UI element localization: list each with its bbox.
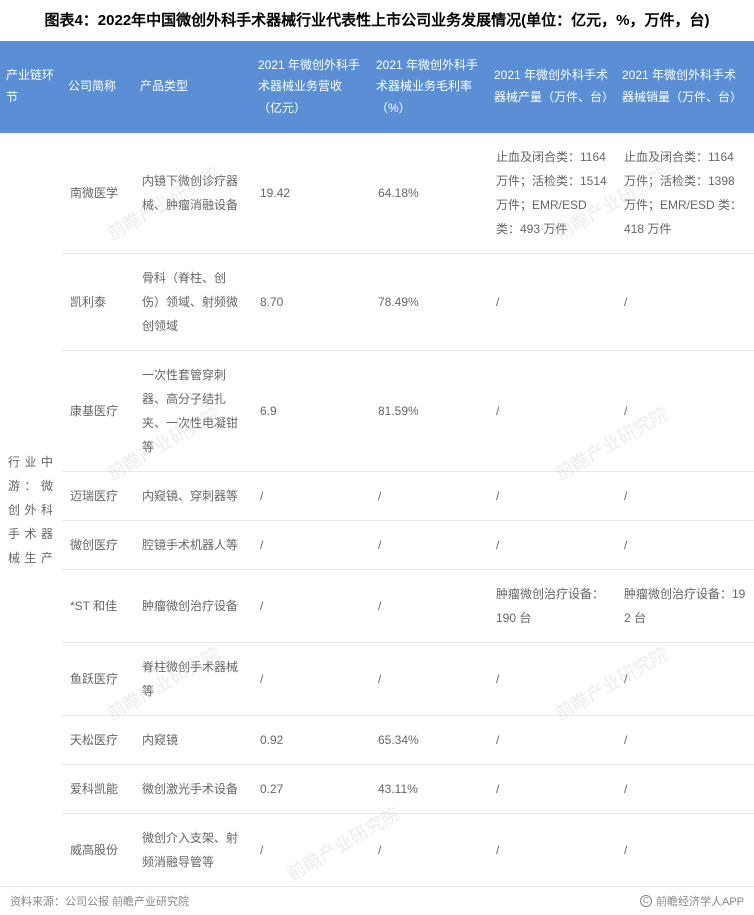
cell-product: 脊柱微创手术器械等: [134, 643, 252, 716]
cell-company: 凯利泰: [62, 254, 134, 351]
table-row: 微创医疗腔镜手术机器人等////: [0, 521, 754, 570]
cell-sales: /: [616, 765, 754, 814]
cell-margin: 78.49%: [370, 254, 488, 351]
cell-revenue: /: [252, 814, 370, 887]
cell-company: 威高股份: [62, 814, 134, 887]
column-header: 产业链环节: [0, 41, 62, 134]
cell-sales: /: [616, 643, 754, 716]
copyright-text: 前瞻经济学人APP: [656, 893, 744, 909]
category-cell: 行业中游：微创外科手术器械生产: [0, 133, 62, 887]
cell-margin: /: [370, 570, 488, 643]
table-header-row: 产业链环节公司简称产品类型2021 年微创外科手术器械业务营收（亿元）2021 …: [0, 41, 754, 134]
table-row: *ST 和佳肿瘤微创治疗设备//肿瘤微创治疗设备：190 台肿瘤微创治疗设备：1…: [0, 570, 754, 643]
column-header: 2021 年微创外科手术器械销量（万件、台）: [616, 41, 754, 134]
cell-production: /: [488, 521, 616, 570]
cell-sales: 肿瘤微创治疗设备：192 台: [616, 570, 754, 643]
cell-revenue: /: [252, 472, 370, 521]
cell-revenue: /: [252, 521, 370, 570]
cell-sales: 止血及闭合类：1164 万件；活检类：1398 万件；EMR/ESD 类：418…: [616, 133, 754, 254]
cell-margin: 64.18%: [370, 133, 488, 254]
cell-revenue: /: [252, 643, 370, 716]
cell-company: 微创医疗: [62, 521, 134, 570]
cell-production: /: [488, 765, 616, 814]
cell-production: /: [488, 472, 616, 521]
cell-product: 内窥镜、穿刺器等: [134, 472, 252, 521]
cell-product: 骨科（脊柱、创伤）领域、射频微创领域: [134, 254, 252, 351]
cell-revenue: /: [252, 570, 370, 643]
cell-margin: /: [370, 521, 488, 570]
table-row: 天松医疗内窥镜0.9265.34%//: [0, 716, 754, 765]
cell-sales: /: [616, 351, 754, 472]
chart-title: 图表4：2022年中国微创外科手术器械行业代表性上市公司业务发展情况(单位：亿元…: [0, 0, 754, 41]
cell-production: /: [488, 351, 616, 472]
cell-sales: /: [616, 814, 754, 887]
table-row: 行业中游：微创外科手术器械生产南微医学内镜下微创诊疗器械、肿瘤消融设备19.42…: [0, 133, 754, 254]
cell-margin: /: [370, 643, 488, 716]
cell-product: 内窥镜: [134, 716, 252, 765]
cell-production: /: [488, 254, 616, 351]
cell-sales: /: [616, 521, 754, 570]
cell-product: 腔镜手术机器人等: [134, 521, 252, 570]
column-header: 2021 年微创外科手术器械产量（万件、台）: [488, 41, 616, 134]
cell-margin: 43.11%: [370, 765, 488, 814]
cell-margin: /: [370, 814, 488, 887]
cell-company: *ST 和佳: [62, 570, 134, 643]
table-body: 行业中游：微创外科手术器械生产南微医学内镜下微创诊疗器械、肿瘤消融设备19.42…: [0, 133, 754, 887]
cell-company: 鱼跃医疗: [62, 643, 134, 716]
cell-production: /: [488, 643, 616, 716]
column-header: 产品类型: [134, 41, 252, 134]
column-header: 公司简称: [62, 41, 134, 134]
cell-company: 爱科凯能: [62, 765, 134, 814]
footer: 资料来源：公司公报 前瞻产业研究院 C 前瞻经济学人APP: [0, 887, 754, 915]
table-row: 迈瑞医疗内窥镜、穿刺器等////: [0, 472, 754, 521]
cell-sales: /: [616, 254, 754, 351]
cell-sales: /: [616, 716, 754, 765]
column-header: 2021 年微创外科手术器械业务营收（亿元）: [252, 41, 370, 134]
table-row: 凯利泰骨科（脊柱、创伤）领域、射频微创领域8.7078.49%//: [0, 254, 754, 351]
cell-revenue: 0.27: [252, 765, 370, 814]
cell-production: /: [488, 814, 616, 887]
cell-revenue: 0.92: [252, 716, 370, 765]
cell-company: 康基医疗: [62, 351, 134, 472]
data-table: 产业链环节公司简称产品类型2021 年微创外科手术器械业务营收（亿元）2021 …: [0, 41, 754, 888]
table-row: 威高股份微创介入支架、射频消融导管等////: [0, 814, 754, 887]
cell-margin: /: [370, 472, 488, 521]
cell-production: 止血及闭合类：1164 万件；活检类：1514 万件；EMR/ESD 类：493…: [488, 133, 616, 254]
cell-revenue: 6.9: [252, 351, 370, 472]
cell-revenue: 19.42: [252, 133, 370, 254]
cell-production: /: [488, 716, 616, 765]
copyright: C 前瞻经济学人APP: [640, 893, 744, 909]
cell-revenue: 8.70: [252, 254, 370, 351]
source-text: 资料来源：公司公报 前瞻产业研究院: [10, 893, 189, 909]
cell-company: 迈瑞医疗: [62, 472, 134, 521]
cell-company: 天松医疗: [62, 716, 134, 765]
cell-production: 肿瘤微创治疗设备：190 台: [488, 570, 616, 643]
cell-margin: 81.59%: [370, 351, 488, 472]
cell-company: 南微医学: [62, 133, 134, 254]
table-row: 爱科凯能微创激光手术设备0.2743.11%//: [0, 765, 754, 814]
table-row: 康基医疗一次性套管穿刺器、高分子结扎夹、一次性电凝钳等6.981.59%//: [0, 351, 754, 472]
column-header: 2021 年微创外科手术器械业务毛利率（%）: [370, 41, 488, 134]
cell-product: 微创激光手术设备: [134, 765, 252, 814]
cell-product: 一次性套管穿刺器、高分子结扎夹、一次性电凝钳等: [134, 351, 252, 472]
cell-product: 肿瘤微创治疗设备: [134, 570, 252, 643]
table-row: 鱼跃医疗脊柱微创手术器械等////: [0, 643, 754, 716]
cell-sales: /: [616, 472, 754, 521]
copyright-icon: C: [640, 895, 652, 907]
cell-product: 内镜下微创诊疗器械、肿瘤消融设备: [134, 133, 252, 254]
cell-product: 微创介入支架、射频消融导管等: [134, 814, 252, 887]
cell-margin: 65.34%: [370, 716, 488, 765]
